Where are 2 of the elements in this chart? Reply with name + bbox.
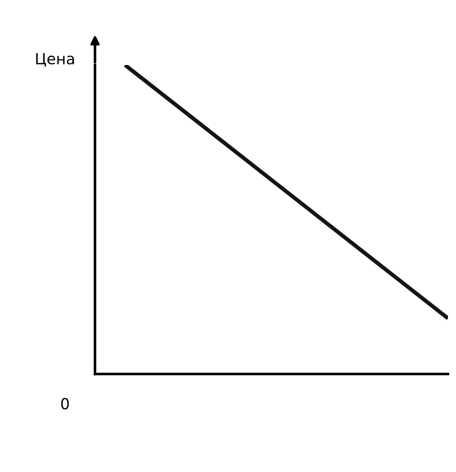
text: 0 (61, 398, 69, 410)
y-axis-title: Цена (36, 53, 74, 67)
